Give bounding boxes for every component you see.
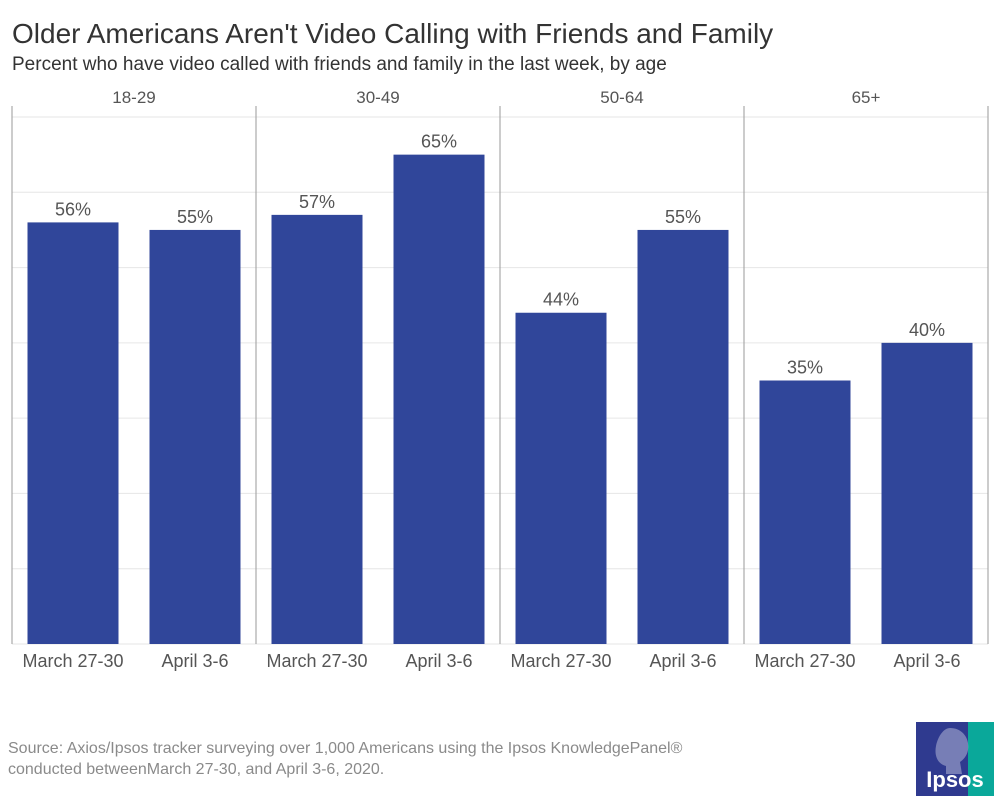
bar-chart: 18-29 56% March 27-30 55% April 3-6 30-49 57% M… [11, 88, 989, 671]
data-label: 55% [665, 207, 701, 227]
data-label: 44% [543, 290, 579, 310]
x-tick-label: April 3-6 [893, 651, 960, 671]
bar [759, 380, 851, 644]
facet-label: 50-64 [600, 88, 643, 107]
bar [515, 312, 607, 644]
chart-subtitle: Percent who have video called with frien… [12, 54, 667, 75]
bar [149, 229, 241, 644]
x-tick-label: April 3-6 [649, 651, 716, 671]
logo-text: Ipsos [926, 767, 983, 792]
data-label: 65% [421, 132, 457, 152]
x-tick-label: March 27-30 [754, 651, 855, 671]
x-tick-label: April 3-6 [161, 651, 228, 671]
bar [271, 214, 363, 644]
source-note: Source: Axios/Ipsos tracker surveying ov… [8, 738, 868, 780]
ipsos-logo: Ipsos [916, 722, 994, 796]
facet-label: 30-49 [356, 88, 399, 107]
bar [393, 154, 485, 644]
data-label: 56% [55, 199, 91, 219]
bar [881, 342, 973, 644]
x-tick-label: March 27-30 [22, 651, 123, 671]
bar [637, 229, 729, 644]
facet-label: 18-29 [112, 88, 155, 107]
x-tick-label: March 27-30 [510, 651, 611, 671]
chart-title: Older Americans Aren't Video Calling wit… [12, 18, 774, 49]
data-label: 55% [177, 207, 213, 227]
data-label: 35% [787, 358, 823, 378]
x-tick-label: March 27-30 [266, 651, 367, 671]
source-line-1: Source: Axios/Ipsos tracker surveying ov… [8, 740, 683, 757]
source-line-2: conducted betweenMarch 27-30, and April … [8, 761, 385, 778]
data-label: 40% [909, 320, 945, 340]
facet-label: 65+ [852, 88, 881, 107]
bar [27, 222, 119, 644]
x-tick-label: April 3-6 [405, 651, 472, 671]
data-label: 57% [299, 192, 335, 212]
